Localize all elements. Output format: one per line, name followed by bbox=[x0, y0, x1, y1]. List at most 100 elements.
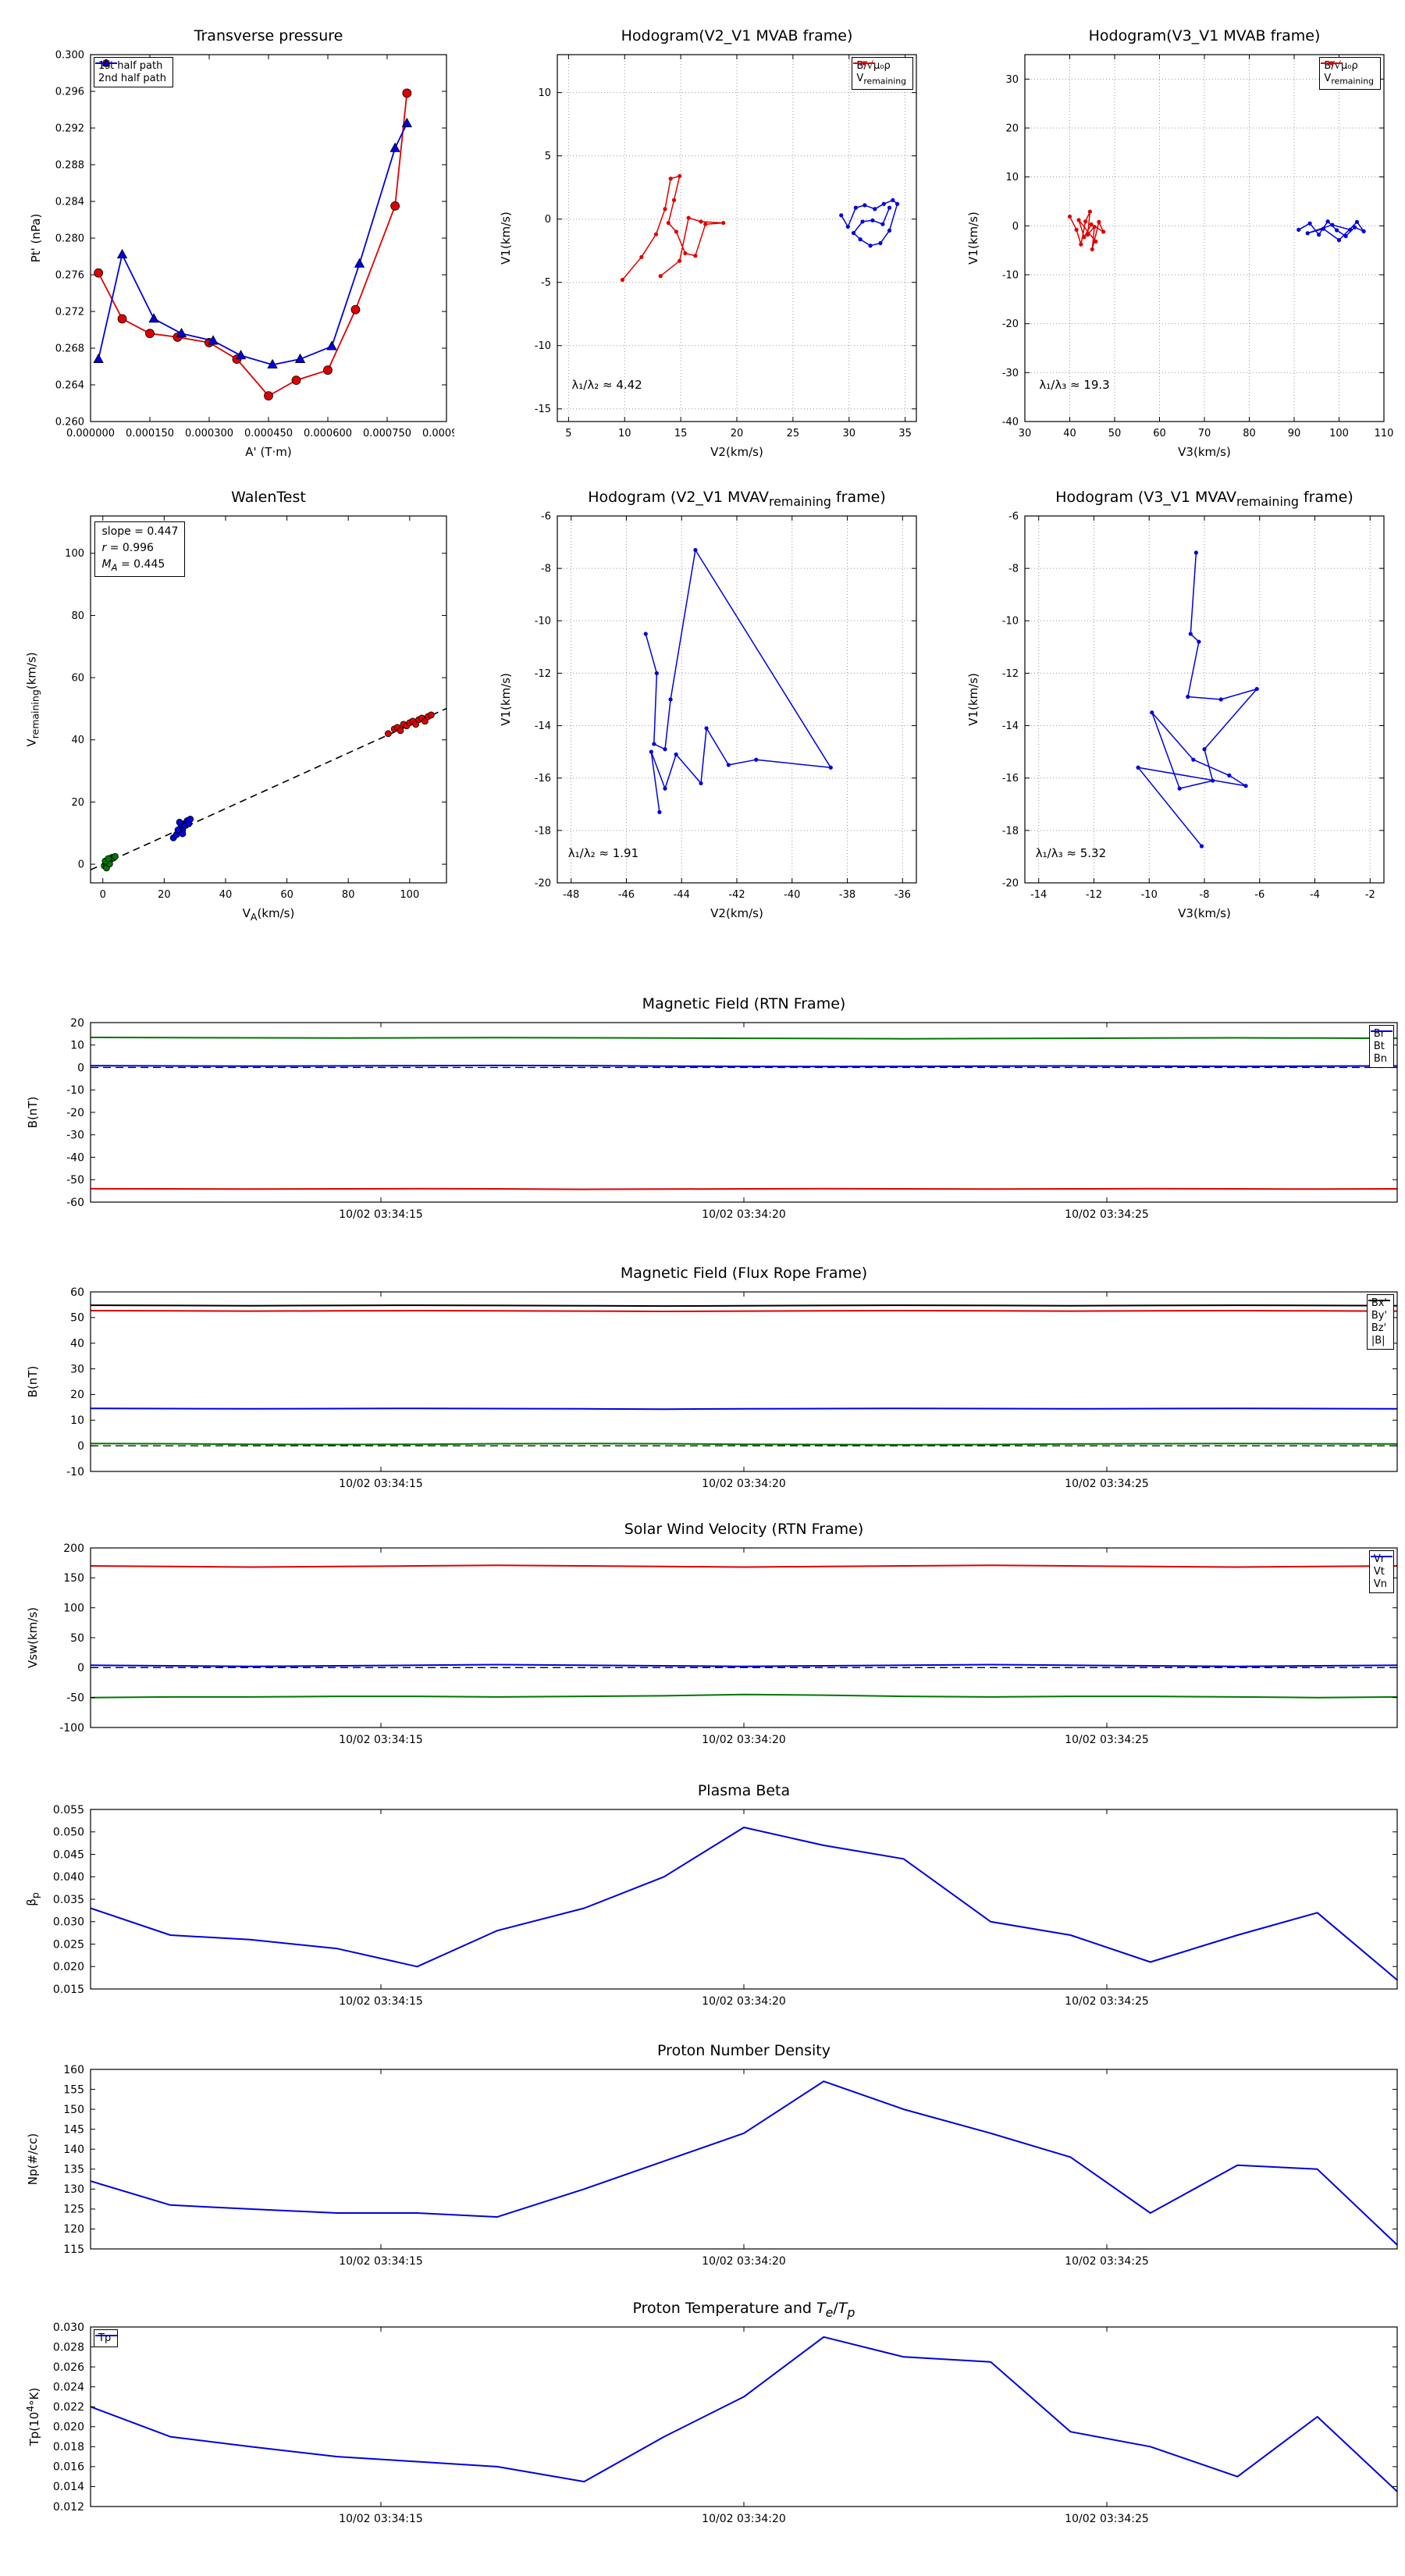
chart-walen-test: 0 20 40 60 80 100 0 20 40 60 80 100 WalenTest Vrema… bbox=[12, 461, 454, 938]
x-tick-label: 10/02 03:34:25 bbox=[1065, 1995, 1149, 2008]
y-tick-label: 80 bbox=[71, 610, 84, 622]
x-tick-label: 10/02 03:34:25 bbox=[1065, 1734, 1149, 1746]
series-V<sub>remaining</sub> bbox=[620, 173, 726, 283]
x-tick-label: 70 bbox=[1198, 428, 1211, 439]
x-tick-label: -44 bbox=[674, 889, 690, 901]
y-tick-label: 0 bbox=[77, 1440, 84, 1453]
plot-svg: 0 20 40 60 80 100 0 20 40 60 80 100 bbox=[65, 515, 447, 901]
y-tick-label: 0.260 bbox=[55, 416, 84, 428]
y-tick-label: 0.284 bbox=[55, 196, 84, 208]
x-ticks: 10/02 03:34:15 10/02 03:34:20 10/02 03:34:… bbox=[339, 1809, 1149, 2008]
y-ticks: -20 -18 -16 -14 -12 -10 -8 -6 bbox=[1002, 511, 1384, 889]
y-axis-label: V1(km/s) bbox=[499, 673, 513, 726]
chart-title: Proton Number Density bbox=[657, 2042, 831, 2059]
x-ticks: 5 10 15 20 25 30 35 bbox=[565, 55, 912, 439]
y-tick-label: 0.268 bbox=[55, 343, 84, 354]
y-ticks: 0.260 0.264 0.268 0.272 0.276 0.280 0.284 0.288… bbox=[55, 49, 446, 428]
legend-sample bbox=[1370, 1556, 1393, 1557]
chart-title: Hodogram(V2_V1 MVAB frame) bbox=[621, 27, 853, 44]
y-tick-label: 0.296 bbox=[55, 86, 84, 98]
legend-item: |B| bbox=[1368, 1300, 1390, 1347]
x-tick-label: 90 bbox=[1288, 428, 1301, 439]
y-tick-label: -20 bbox=[1002, 877, 1019, 889]
x-tick-label: -36 bbox=[895, 889, 911, 901]
x-tick-label: -10 bbox=[1141, 889, 1158, 901]
x-tick-label: 10/02 03:34:15 bbox=[339, 1995, 423, 2008]
legend: B/√μ₀ρ Vremaining bbox=[852, 57, 913, 90]
series-Tp bbox=[90, 2336, 1398, 2492]
legend-label: By' bbox=[1371, 1310, 1387, 1322]
y-axis-label: Vremaining(km/s) bbox=[24, 652, 41, 747]
series-Np bbox=[90, 2080, 1398, 2246]
x-tick-label: 0.000750 bbox=[363, 428, 411, 439]
y-tick-label: -16 bbox=[1002, 773, 1019, 785]
plot-svg: 10/02 03:34:15 10/02 03:34:20 10/02 03:34:… bbox=[66, 1017, 1398, 1221]
x-tick-label: 80 bbox=[1243, 428, 1256, 439]
plot-svg: 5 10 15 20 25 30 35 -15 -10 -5 0 5 10 bbox=[535, 54, 917, 439]
y-tick-label: 0.264 bbox=[55, 379, 84, 391]
legend-item: 2nd half path bbox=[95, 59, 166, 84]
y-axis-label: V1(km/s) bbox=[966, 212, 980, 265]
x-tick-label: 0.000600 bbox=[304, 428, 352, 439]
chart-transverse-pressure: 0.000000 0.000150 0.000300 0.000450 0.000600… bbox=[12, 0, 454, 468]
y-tick-label: 0.028 bbox=[53, 2341, 84, 2354]
y-tick-label: 0.272 bbox=[55, 306, 84, 318]
x-tick-label: 30 bbox=[1019, 428, 1032, 439]
x-tick-label: -40 bbox=[784, 889, 800, 901]
x-ticks: -14 -12 -10 -8 -6 -4 -2 bbox=[1030, 516, 1375, 901]
y-tick-label: 140 bbox=[63, 2144, 84, 2156]
y-ticks: 0 20 40 60 80 100 bbox=[65, 548, 446, 871]
legend-sample bbox=[1370, 1030, 1393, 1032]
y-ticks: 0.015 0.020 0.025 0.030 0.035 0.040 0.045 0.050… bbox=[53, 1804, 1397, 1996]
chart-bfield-rtn: 10/02 03:34:15 10/02 03:34:20 10/02 03:34:… bbox=[0, 980, 1405, 1237]
series-cluster-2 bbox=[169, 815, 194, 841]
y-tick-label: 10 bbox=[538, 87, 551, 99]
x-tick-label: -6 bbox=[1254, 889, 1264, 901]
x-tick-label: -2 bbox=[1365, 889, 1375, 901]
y-tick-label: -8 bbox=[541, 564, 551, 575]
y-tick-label: -50 bbox=[66, 1692, 84, 1704]
legend: Tp bbox=[94, 2329, 119, 2347]
annotation: λ₁/λ₃ ≈ 19.3 bbox=[1039, 377, 1110, 392]
y-tick-label: -10 bbox=[66, 1466, 84, 1478]
y-tick-label: -20 bbox=[66, 1107, 84, 1119]
x-tick-label: 40 bbox=[219, 889, 233, 901]
y-tick-label: 20 bbox=[71, 797, 84, 809]
y-axis-label: V1(km/s) bbox=[966, 673, 980, 726]
x-axis-label: A' (T·m) bbox=[245, 445, 292, 459]
legend-label: Bn bbox=[1373, 1053, 1387, 1065]
chart-hodogram-v3v1-mvab: 30 40 50 60 70 80 90 100 110 -40 -30 -20 -10 0 10 20 30 … bbox=[947, 0, 1393, 468]
x-tick-label: 40 bbox=[1063, 428, 1076, 439]
y-tick-label: -5 bbox=[541, 277, 551, 289]
chart-hodogram-v2v1-mvab: 5 10 15 20 25 30 35 -15 -10 -5 0 5 10 Hodogram(V2_V1… bbox=[479, 0, 926, 468]
plot-svg: 10/02 03:34:15 10/02 03:34:20 10/02 03:34:… bbox=[63, 2064, 1398, 2268]
y-axis-label: B(nT) bbox=[26, 1096, 40, 1129]
x-tick-label: 10/02 03:34:15 bbox=[339, 2255, 423, 2268]
y-tick-label: -20 bbox=[535, 877, 551, 889]
series-By' bbox=[90, 1443, 1398, 1446]
y-tick-label: 0.276 bbox=[55, 269, 84, 281]
y-tick-label: -100 bbox=[59, 1722, 84, 1735]
y-tick-label: -10 bbox=[66, 1084, 84, 1097]
chart-hodogram-v2v1-mvav: -48 -46 -44 -42 -40 -38 -36 -20 -18 -16 -14 -12 -10-… bbox=[479, 461, 926, 938]
annotation: slope = 0.447 r = 0.996 MA = 0.445 bbox=[94, 521, 186, 578]
y-ticks: 0.012 0.014 0.016 0.018 0.020 0.022 0.024 0.026… bbox=[53, 2322, 1397, 2514]
legend-item: Vn bbox=[1370, 1556, 1393, 1590]
legend-sample bbox=[853, 61, 876, 66]
chart-solar-wind-velocity: 10/02 03:34:15 10/02 03:34:20 10/02 03:34:… bbox=[0, 1505, 1405, 1763]
y-tick-label: 0.025 bbox=[53, 1938, 84, 1951]
legend-label: 2nd half path bbox=[98, 73, 166, 84]
series-fit bbox=[90, 707, 447, 871]
series-cluster-3 bbox=[384, 711, 435, 738]
x-tick-label: 0.000300 bbox=[185, 428, 233, 439]
y-tick-label: 120 bbox=[63, 2223, 84, 2236]
x-tick-label: 25 bbox=[787, 428, 800, 439]
y-tick-label: -12 bbox=[1002, 668, 1019, 680]
y-tick-label: -8 bbox=[1008, 564, 1019, 575]
y-axis-label: Vsw(km/s) bbox=[26, 1606, 40, 1669]
plot-frame bbox=[90, 515, 447, 884]
x-tick-label: 0 bbox=[100, 889, 106, 901]
x-tick-label: 0.000000 bbox=[66, 428, 115, 439]
grid bbox=[557, 55, 916, 422]
y-tick-label: 0.015 bbox=[53, 1984, 84, 1996]
